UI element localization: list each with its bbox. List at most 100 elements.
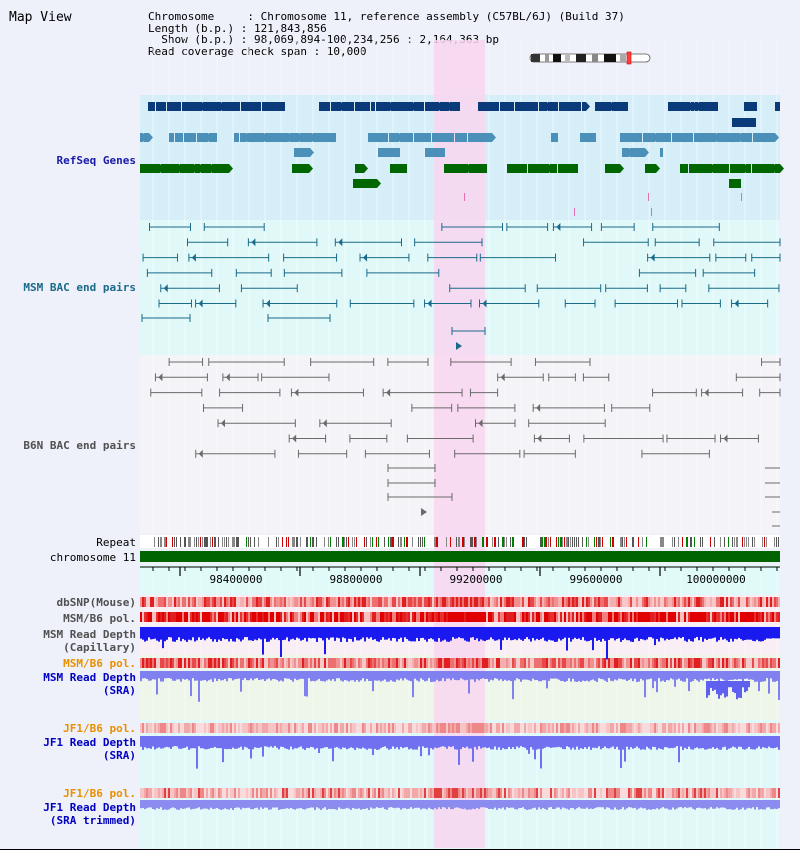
depth-bar [168,671,170,679]
heat-cell [720,788,722,798]
heat-cell [244,658,246,668]
heat-cell [352,612,354,622]
track-label-dbsnp[interactable]: dbSNP(Mouse) [56,596,136,609]
repeat-element [352,537,353,547]
heat-cell [626,658,628,668]
heat-cell [518,723,520,733]
heat-cell [204,723,206,733]
depth-bar [248,800,250,808]
repeat-element [330,537,331,547]
gene-feature [140,133,143,142]
depth-bar [178,736,180,749]
track-label-msm-depth-sra[interactable]: MSM Read Depth [43,671,136,684]
depth-bar [546,736,548,747]
depth-bar [526,800,528,810]
track-label-jf1-depth-sra[interactable]: JF1 Read Depth [43,736,136,749]
track-label-jf1-depth-trimmed[interactable]: JF1 Read Depth [43,801,136,814]
depth-bar [736,627,738,640]
heat-cell [258,612,260,622]
repeat-element [158,537,159,547]
depth-bar [690,800,692,808]
gene-feature [241,102,261,111]
heat-cell [548,658,550,668]
region-info: Chromosome : Chromosome 11, reference as… [148,11,625,57]
heat-cell [254,597,256,607]
heat-cell [142,788,144,798]
heat-cell [488,788,490,798]
depth-bar [370,627,372,638]
heat-cell [536,612,538,622]
heat-cell [212,597,214,607]
heat-cell [716,612,718,622]
depth-bar [482,671,484,679]
track-label-msm-b6-pol-capillary[interactable]: MSM/B6 pol. [63,612,136,625]
depth-bar [746,627,748,640]
depth-bar [148,800,150,808]
heat-cell [714,658,716,668]
heat-cell [548,723,550,733]
track-label-repeat[interactable]: Repeat [96,536,136,549]
heat-cell [368,723,370,733]
depth-bar [404,671,406,679]
track-label-chromosome[interactable]: chromosome 11 [49,551,136,564]
depth-bar [582,736,584,750]
depth-bar [344,736,346,748]
depth-bar [756,671,758,682]
heat-cell [676,788,678,798]
depth-bar [386,800,388,810]
depth-bar [710,671,712,681]
depth-bar [618,800,620,810]
track-label-b6n-bac[interactable]: B6N BAC end pairs [23,439,136,452]
depth-bar [416,736,418,750]
heat-cell [206,612,208,622]
heat-cell [248,597,250,607]
depth-bar [512,671,514,700]
bac-pair-arrow [198,449,203,458]
heat-cell [280,612,282,622]
track-label-msm-depth-capillary[interactable]: MSM Read Depth [43,628,136,641]
depth-bar [218,736,220,749]
track-label-jf1-b6-pol-trimmed[interactable]: JF1/B6 pol. [63,787,136,800]
depth-bar [592,736,594,748]
heat-cell [684,612,686,622]
depth-bar [170,627,172,638]
repeat-element [228,537,229,547]
depth-bar [466,671,468,680]
heat-cell [186,658,188,668]
depth-bar [478,671,480,681]
track-label-msm-bac[interactable]: MSM BAC end pairs [23,281,136,294]
depth-bar [270,627,272,640]
depth-bar [328,671,330,680]
heat-cell [576,788,578,798]
heat-cell [514,612,516,622]
heat-cell [436,612,438,622]
heat-cell [456,658,458,668]
gene-arrow [310,148,314,157]
depth-bar [724,800,726,808]
depth-bar [444,671,446,682]
heat-cell [610,658,612,668]
repeat-element [160,537,162,547]
heat-cell [730,612,732,622]
heat-cell [392,788,394,798]
snp-marker [574,208,575,216]
heat-cell [450,597,452,607]
depth-bar [716,736,718,748]
repeat-element [600,537,601,547]
depth-bar [604,736,606,747]
track-label-msm-b6-pol-sra[interactable]: MSM/B6 pol. [63,657,136,670]
depth-bar [144,627,146,642]
depth-bar [212,671,214,682]
heat-cell [172,658,174,668]
bac-pair-arrow [556,223,561,231]
heat-cell [572,723,574,733]
track-label-jf1-b6-pol[interactable]: JF1/B6 pol. [63,722,136,735]
depth-bar [390,671,392,681]
heat-cell [192,788,194,798]
heat-cell [210,723,212,733]
track-label-refseq-genes[interactable]: RefSeq Genes [56,154,136,167]
heat-cell [352,788,354,798]
depth-bar [278,627,280,641]
heat-cell [362,723,364,733]
